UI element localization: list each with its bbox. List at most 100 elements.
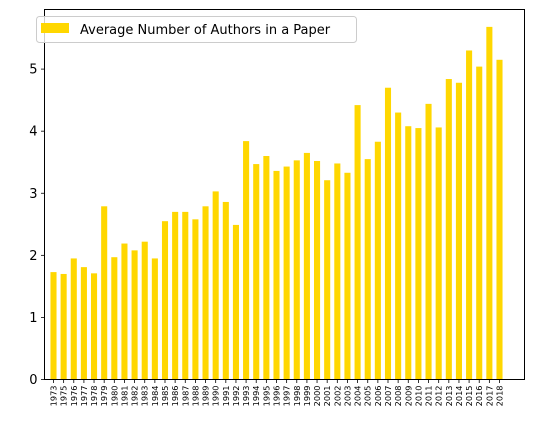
x-tick-label: 2014 [454, 386, 464, 407]
bar-2017 [486, 26, 493, 380]
plot-frame [44, 9, 525, 380]
x-tick-label: 1985 [160, 386, 170, 407]
x-tick-label: 1976 [69, 386, 79, 407]
x-tick-label: 1979 [99, 386, 109, 407]
x-tick-label: 1978 [89, 386, 99, 407]
bar-1998 [293, 160, 300, 380]
bar-1997 [283, 166, 290, 380]
y-tick-label: 5 [29, 63, 37, 78]
bar-2016 [476, 66, 483, 380]
x-tick-label: 1977 [79, 386, 89, 407]
bar-1975 [60, 273, 67, 380]
x-tick-label: 2010 [413, 386, 423, 407]
bar-1977 [80, 267, 87, 380]
bar-1982 [131, 250, 138, 380]
bar-1979 [101, 206, 108, 380]
x-tick-label: 1997 [282, 386, 292, 407]
legend: Average Number of Authors in a Paper [36, 16, 357, 43]
bar-1999 [303, 152, 310, 380]
x-tick-label: 1982 [130, 386, 140, 407]
bar-1990 [212, 191, 219, 380]
x-tick-label: 1981 [119, 386, 129, 407]
bar-2000 [314, 160, 321, 380]
x-tick-label: 2018 [495, 386, 505, 407]
y-axis: 0 1 2 3 4 5 [29, 63, 45, 388]
y-tick-label: 1 [29, 311, 37, 326]
bar-2006 [374, 141, 381, 380]
y-tick-label: 0 [29, 373, 37, 388]
bar-2011 [425, 103, 432, 380]
bar-2018 [496, 59, 503, 380]
x-tick-label: 1991 [221, 386, 231, 407]
bar-2008 [395, 112, 402, 380]
bar-2014 [455, 82, 462, 380]
x-tick-label: 2001 [322, 386, 332, 407]
x-tick-label: 2007 [383, 386, 393, 407]
x-tick-label: 2016 [474, 386, 484, 407]
bar-1996 [273, 170, 280, 380]
x-tick-label: 1998 [292, 386, 302, 407]
x-tick-label: 1988 [190, 386, 200, 407]
x-tick-label: 1994 [251, 386, 261, 407]
x-tick-label: 2005 [363, 386, 373, 407]
x-tick-label: 1986 [170, 386, 180, 407]
y-tick-label: 2 [29, 249, 37, 264]
x-tick-label: 2009 [403, 386, 413, 407]
x-tick-label: 1989 [201, 386, 211, 407]
bar-1986 [172, 211, 179, 380]
x-tick-label: 1987 [180, 386, 190, 407]
x-tick-label: 1975 [59, 386, 69, 407]
legend-swatch [41, 23, 69, 33]
x-tick-label: 1980 [109, 386, 119, 407]
bar-2009 [405, 126, 412, 380]
bar-2012 [435, 127, 442, 380]
bar-2005 [364, 159, 371, 380]
bar-1983 [141, 241, 148, 380]
x-tick-label: 1983 [140, 386, 150, 407]
x-tick-label: 1995 [261, 386, 271, 407]
x-tick-label: 2017 [484, 386, 494, 407]
x-tick-label: 1990 [211, 386, 221, 407]
x-tick-label: 2006 [373, 386, 383, 407]
bar-1987 [182, 211, 189, 380]
bar-2002 [334, 163, 341, 380]
bar-1984 [151, 258, 158, 380]
y-tick-label: 4 [29, 125, 37, 140]
x-tick-label: 2003 [342, 386, 352, 407]
bar-1980 [111, 257, 118, 380]
y-tick-label: 3 [29, 187, 37, 202]
x-tick-label: 2013 [444, 386, 454, 407]
bar-1992 [232, 224, 239, 380]
bar-1995 [263, 156, 270, 380]
x-tick-label: 1992 [231, 386, 241, 407]
legend-label: Average Number of Authors in a Paper [80, 23, 331, 38]
bar-1981 [121, 243, 128, 380]
x-tick-label: 2000 [312, 386, 322, 407]
x-tick-label: 2015 [464, 386, 474, 407]
x-tick-label: 1996 [272, 386, 282, 407]
x-tick-label: 2012 [434, 386, 444, 407]
bar-2003 [344, 172, 351, 380]
x-tick-label: 2002 [332, 386, 342, 407]
x-tick-label: 1984 [150, 386, 160, 407]
bar-2004 [354, 105, 361, 380]
bar-2007 [384, 87, 392, 380]
bar-1991 [222, 201, 229, 380]
bar-1988 [192, 219, 199, 380]
bars-group [50, 26, 503, 380]
bar-1989 [202, 206, 209, 380]
bar-1973 [50, 272, 57, 380]
x-tick-label: 2011 [424, 386, 434, 407]
bar-1994 [253, 164, 260, 380]
x-tick-label: 1973 [49, 386, 59, 407]
legend-box [36, 16, 357, 43]
bar-2010 [415, 128, 422, 380]
x-axis: 1973 1975 1976 1977 1978 1979 1980 1981 1982 1983… [49, 379, 505, 407]
bar-1976 [70, 258, 77, 380]
x-tick-label: 1993 [241, 386, 251, 407]
bar-2001 [324, 180, 331, 380]
bar-1978 [91, 273, 98, 380]
bar-2015 [466, 50, 473, 380]
x-tick-label: 2004 [353, 386, 363, 407]
